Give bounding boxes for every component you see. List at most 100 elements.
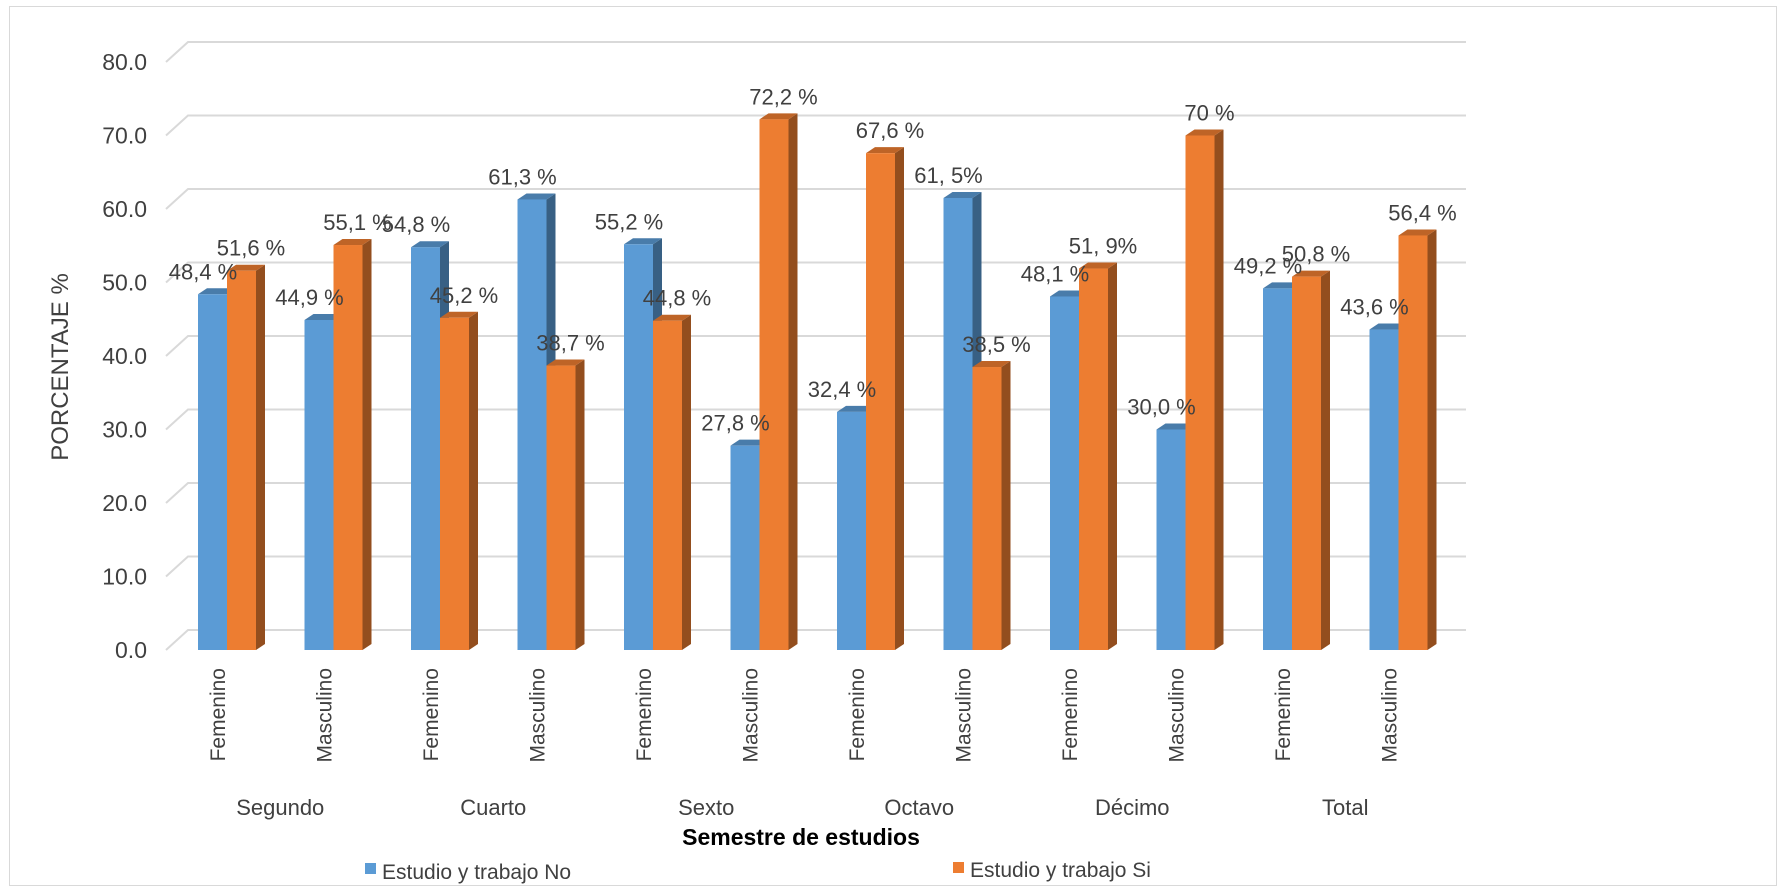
y-tick-labels: 0.0 10.0 20.0 30.0 40.0 50.0 60.0 70.0 80.0: [102, 49, 147, 663]
group-labels: Segundo Cuarto Sexto Octavo Décimo Total: [236, 795, 1368, 820]
data-label: 51,6 %: [217, 236, 286, 261]
group-label: Décimo: [1095, 795, 1170, 820]
gridlines: [165, 41, 1466, 651]
bar-front: [972, 367, 1002, 650]
bar-si: [1292, 270, 1330, 650]
gridline: [165, 261, 1466, 284]
bar-top: [198, 288, 236, 295]
bar-si: [759, 113, 798, 650]
bar-front: [943, 197, 973, 650]
data-label: 67,6 %: [856, 118, 925, 143]
bar-front: [866, 153, 895, 650]
data-label: 72,2 %: [749, 84, 818, 109]
y-tick-label: 40.0: [102, 343, 147, 369]
bar-top: [1156, 423, 1195, 430]
group-label: Segundo: [236, 795, 324, 820]
x-tick-label: Masculino: [314, 668, 337, 763]
group-label: Sexto: [678, 795, 734, 820]
bar-top: [624, 238, 662, 245]
bar-si: [866, 147, 904, 650]
gridline: [165, 555, 1466, 578]
gridline: [165, 41, 1466, 63]
y-tick-label: 0.0: [115, 637, 147, 663]
bar-top: [1079, 262, 1117, 269]
data-label: 55,2 %: [595, 209, 664, 234]
bar-side: [1108, 262, 1117, 650]
data-label: 51, 9%: [1069, 234, 1138, 259]
bar-top: [227, 264, 265, 271]
y-tick-label: 80.0: [102, 49, 147, 75]
x-tick-label: Masculino: [527, 668, 550, 763]
bar-side: [1427, 229, 1437, 650]
bar-front: [1398, 235, 1428, 650]
y-tick-label: 20.0: [102, 490, 147, 516]
y-tick-label: 60.0: [102, 196, 147, 222]
legend-label-no: Estudio y trabajo No: [382, 861, 571, 884]
bar-top: [653, 314, 691, 321]
bar-front: [624, 244, 653, 650]
gridline: [165, 188, 1466, 210]
bar-top: [1263, 282, 1301, 289]
x-tick-label: Masculino: [740, 668, 763, 763]
bar-front: [517, 199, 547, 650]
bar-side: [788, 113, 798, 650]
data-label: 61, 5%: [914, 163, 983, 188]
data-label: 27,8 %: [701, 411, 770, 436]
data-label: 48,4 %: [169, 259, 238, 284]
bar-front: [1292, 276, 1321, 650]
bar-front: [1050, 296, 1079, 650]
legend-label-si: Estudio y trabajo Si: [970, 859, 1151, 882]
data-labels: 48,4 %51,6 % 44,9 % 55,1 %54,8 % 45,2 % 61,3…: [169, 84, 1457, 435]
group-label: Octavo: [884, 795, 954, 820]
data-label: 50,8 %: [1282, 242, 1351, 267]
x-axis-title: Semestre de estudios: [682, 824, 920, 850]
x-tick-label: Masculino: [1166, 668, 1189, 763]
gridline: [165, 482, 1466, 504]
legend-swatch-si: [953, 862, 964, 873]
bar-side: [256, 264, 265, 650]
data-label: 61,3 %: [488, 164, 557, 189]
data-label: 38,7 %: [536, 331, 605, 356]
chart-frame: [9, 6, 1777, 886]
bar-front: [730, 445, 760, 650]
bar-top: [837, 405, 875, 412]
bars: [198, 113, 1437, 650]
bar-side: [1214, 129, 1224, 650]
bar-front: [653, 320, 682, 650]
data-label: 44,8 %: [643, 286, 712, 311]
bar-top: [943, 191, 982, 198]
y-tick-label: 50.0: [102, 270, 147, 296]
x-tick-label: Femenino: [633, 668, 656, 761]
bar-front: [1185, 135, 1215, 650]
bar-side: [362, 239, 372, 650]
x-tick-labels: Femenino Masculino Femenino Masculino Femeni…: [207, 668, 1402, 763]
y-tick-label: 30.0: [102, 417, 147, 443]
bar-top: [333, 239, 372, 246]
bar-top: [866, 147, 904, 154]
data-label: 30,0 %: [1127, 395, 1196, 420]
bar-si: [972, 361, 1011, 650]
bar-top: [1292, 270, 1330, 277]
gridline: [165, 114, 1466, 137]
bar-front: [1079, 268, 1108, 650]
y-axis-title: PORCENTAJE %: [47, 273, 74, 461]
data-label: 32,4 %: [808, 377, 877, 402]
bar-top: [1050, 290, 1088, 297]
bar-side: [1001, 361, 1011, 650]
bar-side: [1321, 270, 1330, 650]
group-label: Total: [1322, 795, 1368, 820]
bar-top: [730, 439, 769, 446]
bar-front: [1156, 429, 1186, 650]
bar-front: [411, 247, 440, 650]
bar-top: [1369, 323, 1408, 330]
bar-top: [759, 113, 798, 120]
y-tick-label: 70.0: [102, 123, 147, 149]
bar-front: [1369, 329, 1399, 650]
x-tick-label: Femenino: [420, 668, 443, 761]
legend: Estudio y trabajo No Estudio y trabajo S…: [365, 859, 1151, 884]
bar-si: [1398, 229, 1437, 650]
gridline: [165, 408, 1466, 431]
gridline: [165, 629, 1466, 651]
bar-front: [546, 365, 576, 650]
